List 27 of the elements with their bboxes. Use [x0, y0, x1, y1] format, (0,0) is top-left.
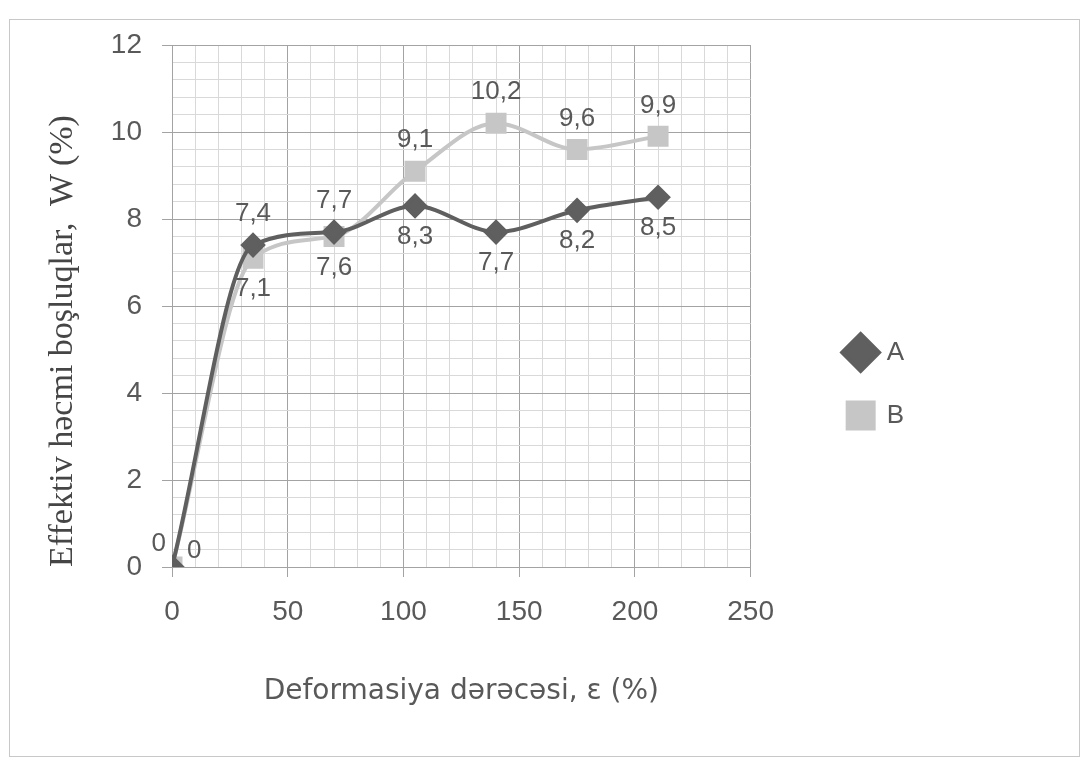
x-tick-label: 250: [727, 594, 775, 626]
x-axis-title: Deformasiya dərəcəsi, ε (%): [263, 673, 659, 707]
data-label: 7,1: [234, 272, 272, 303]
y-tick-label: 4: [126, 375, 142, 407]
y-tick-label: 2: [126, 462, 142, 494]
y-axis-title: Effektiv həcmi boşluqlar, W (%): [42, 115, 81, 567]
data-label: 9,9: [639, 88, 677, 119]
data-label: 7,7: [315, 184, 353, 215]
x-tick-label: 0: [164, 594, 180, 626]
data-label: 0: [187, 534, 202, 565]
x-tick-label: 50: [272, 594, 304, 626]
y-tick-label: 0: [126, 549, 142, 581]
data-label: 8,5: [639, 211, 677, 242]
x-tick-label: 200: [611, 594, 659, 626]
y-tick-label: 8: [126, 201, 142, 233]
data-label: 7,7: [477, 246, 515, 277]
x-tick-label: 150: [495, 594, 543, 626]
y-tick-label: 6: [126, 288, 142, 320]
y-tick-label: 10: [110, 114, 142, 146]
data-label: 9,6: [558, 101, 596, 132]
x-tick-label: 100: [380, 594, 427, 626]
y-tick-label: 12: [110, 27, 142, 59]
legend-label: A: [886, 335, 905, 366]
data-label: 7,6: [315, 250, 353, 281]
legend-label: B: [886, 398, 904, 429]
data-label: 0: [151, 527, 166, 558]
data-label: 8,2: [558, 224, 596, 255]
